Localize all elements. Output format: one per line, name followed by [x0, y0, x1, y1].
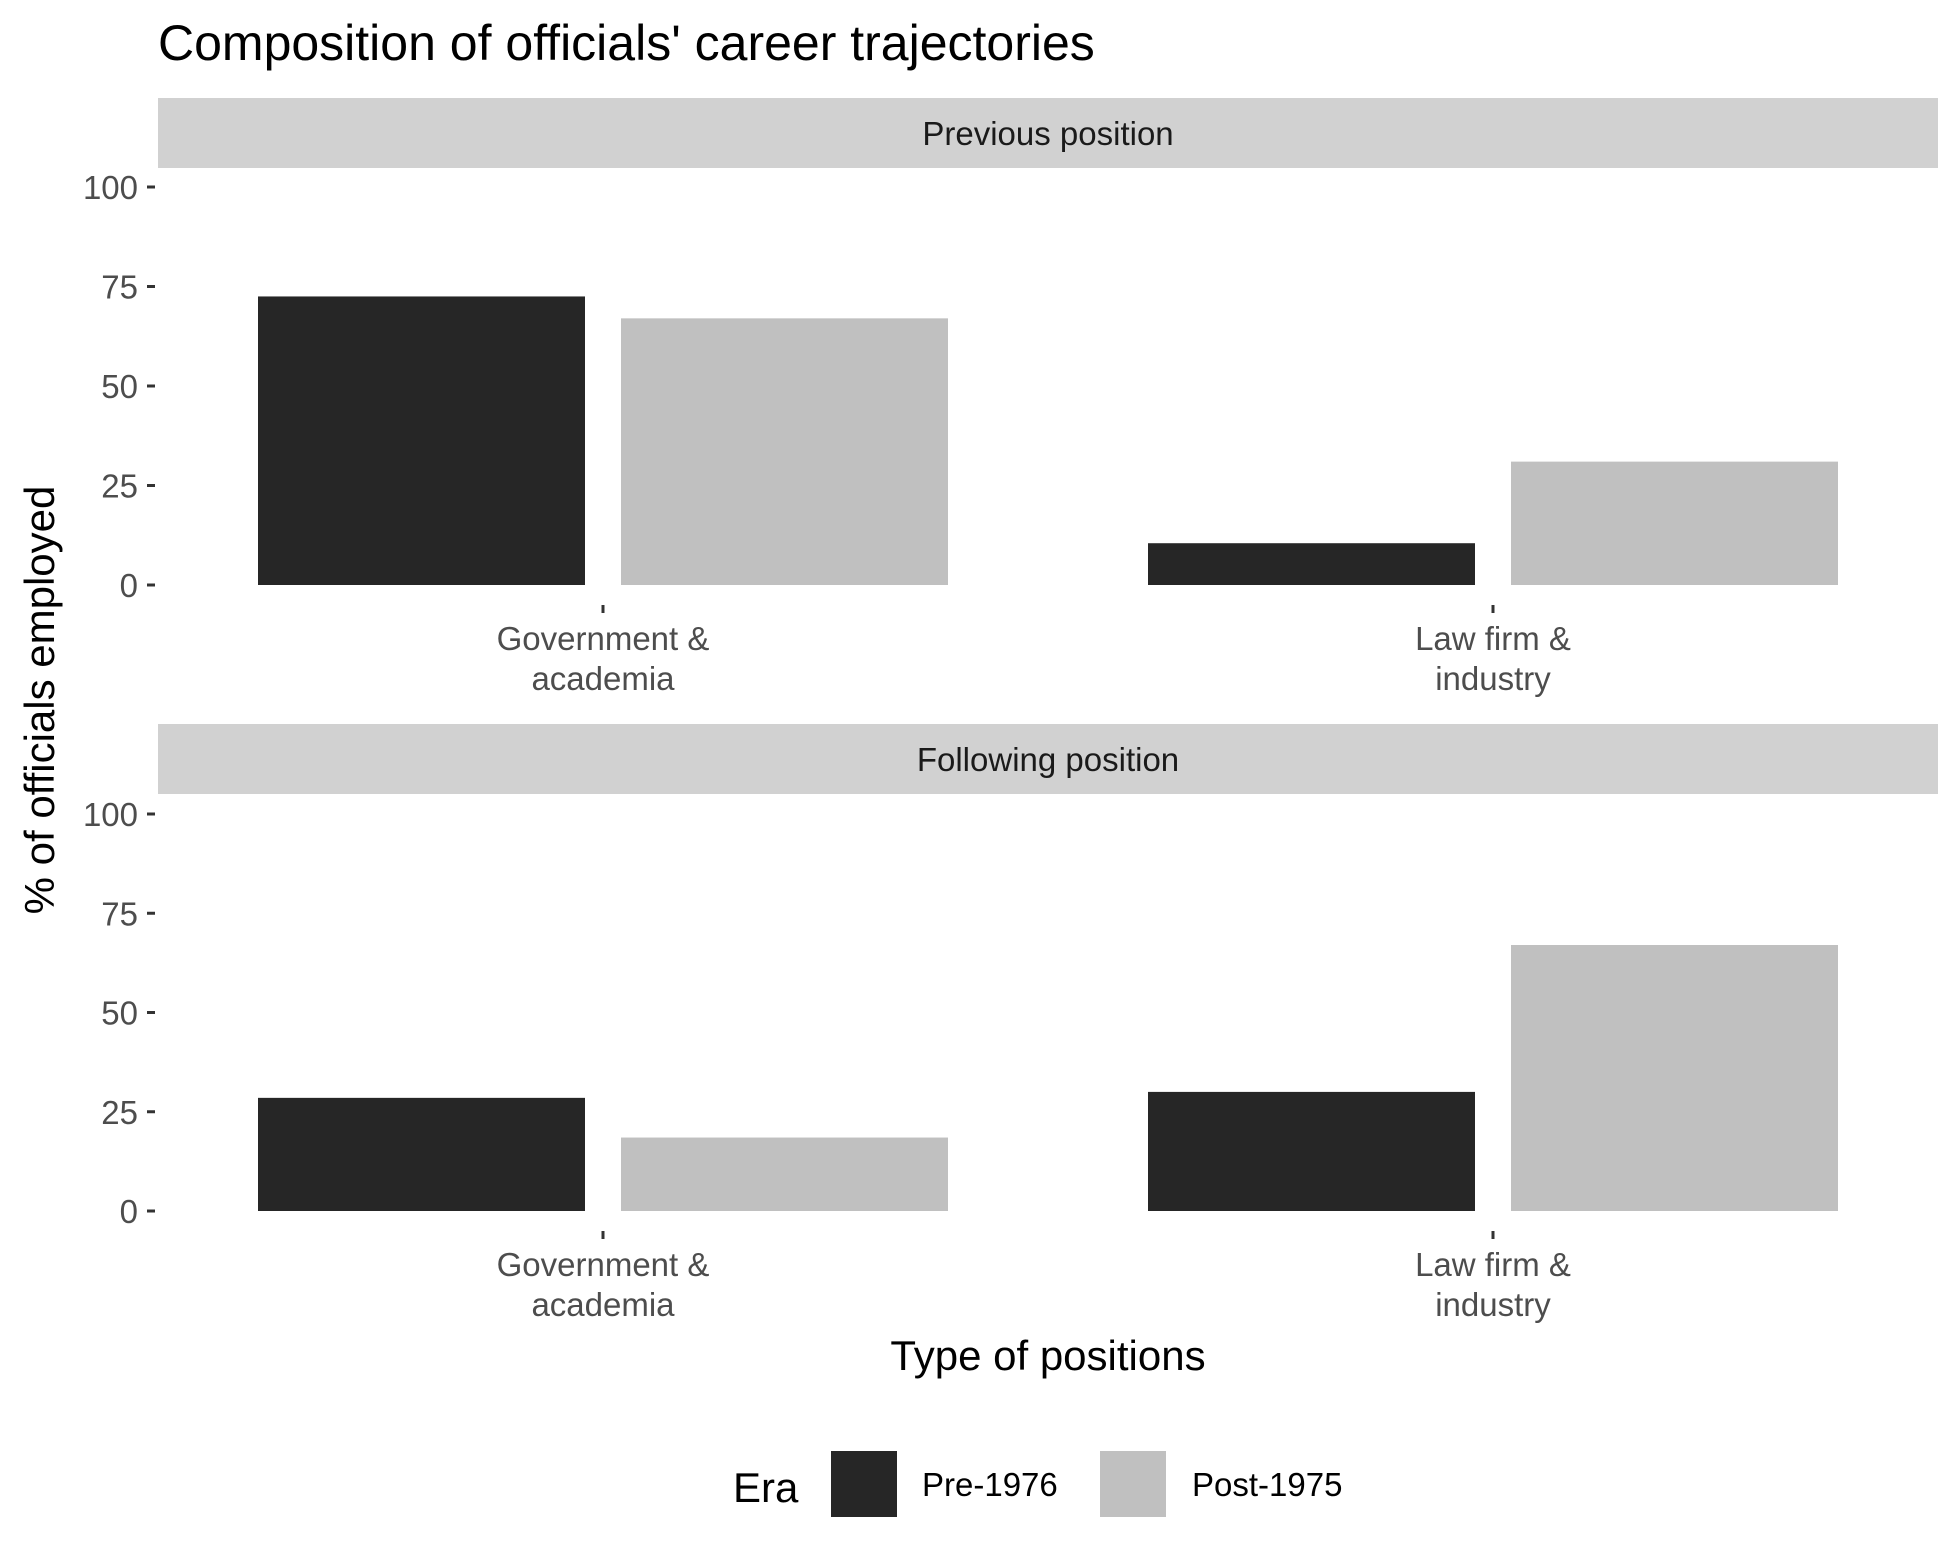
- legend-label-post-1975: Post-1975: [1192, 1466, 1342, 1503]
- x-tick-label: industry: [1435, 660, 1551, 697]
- x-axis-title: Type of positions: [890, 1332, 1205, 1379]
- x-tick-label: industry: [1435, 1286, 1551, 1323]
- facet-strip-label: Previous position: [922, 115, 1173, 152]
- legend: Era Pre-1976 Post-1975: [733, 1449, 1342, 1519]
- legend-key-post-1975: [1098, 1449, 1168, 1519]
- y-tick-label: 50: [101, 368, 138, 405]
- bar-pre-1976-0: [258, 296, 585, 585]
- y-tick-label: 75: [101, 895, 138, 932]
- chart-title: Composition of officials' career traject…: [158, 15, 1095, 71]
- panel-1: Following position 0 25 50 75 100 Government &…: [83, 724, 1938, 1323]
- y-tick-label: 25: [101, 1094, 138, 1131]
- bar-post-1975-0: [621, 1137, 948, 1211]
- panel-0: Previous position 0 25 50 75 100 Government &a…: [83, 98, 1938, 697]
- y-tick-label: 25: [101, 468, 138, 505]
- legend-key-pre-1976: [829, 1449, 899, 1519]
- facet-strip: [158, 98, 1938, 168]
- x-tick-label: Law firm &: [1415, 1246, 1571, 1283]
- bar-post-1975-0: [621, 318, 948, 585]
- y-tick-label: 0: [120, 1193, 138, 1230]
- bar-pre-1976-1: [1148, 543, 1475, 585]
- legend-label-pre-1976: Pre-1976: [922, 1466, 1058, 1503]
- x-tick-label: academia: [531, 1286, 675, 1323]
- y-tick-label: 100: [83, 796, 138, 833]
- y-tick-label: 100: [83, 169, 138, 206]
- x-tick-label: Government &: [497, 1246, 710, 1283]
- x-tick-label: Law firm &: [1415, 620, 1571, 657]
- x-tick-label: academia: [531, 660, 675, 697]
- facet-strip: [158, 724, 1938, 794]
- bar-pre-1976-0: [258, 1097, 585, 1211]
- y-axis-title: % of officials employed: [16, 486, 63, 915]
- y-tick-label: 0: [120, 567, 138, 604]
- facet-strip-label: Following position: [917, 741, 1179, 778]
- y-tick-label: 50: [101, 995, 138, 1032]
- x-tick-label: Government &: [497, 620, 710, 657]
- bar-post-1975-1: [1511, 461, 1838, 585]
- bar-post-1975-1: [1511, 945, 1838, 1211]
- bar-pre-1976-1: [1148, 1091, 1475, 1211]
- y-tick-label: 75: [101, 269, 138, 306]
- legend-title: Era: [733, 1464, 799, 1511]
